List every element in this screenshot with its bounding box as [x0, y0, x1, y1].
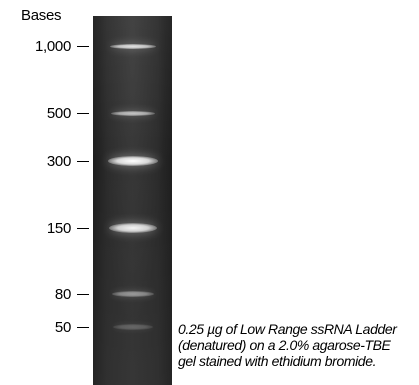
marker-label: 150: [46, 219, 71, 237]
caption-line: gel stained with ethidium bromide.: [178, 353, 377, 369]
marker-label: 500: [46, 104, 71, 122]
marker-tick: [77, 227, 89, 229]
marker-row: 150: [0, 219, 89, 237]
marker-label: 80: [54, 285, 71, 303]
marker-tick: [77, 326, 89, 328]
marker-tick: [77, 160, 89, 162]
caption-line: (denatured) on a 2.0% agarose-TBE: [178, 337, 391, 353]
marker-row: 300: [0, 152, 89, 170]
gel-band: [107, 156, 158, 166]
figure-caption: 0.25 µg of Low Range ssRNA Ladder (denat…: [178, 321, 418, 369]
gel-band: [111, 291, 154, 297]
marker-label: 300: [46, 152, 71, 170]
marker-label: 50: [54, 318, 71, 336]
gel-band: [110, 110, 155, 116]
gel-band: [109, 43, 156, 49]
gel-band: [108, 223, 157, 233]
marker-label: 1,000: [34, 37, 71, 55]
marker-row: 80: [0, 285, 89, 303]
marker-tick: [77, 45, 89, 47]
marker-row: 1,000: [0, 37, 89, 55]
gel-band: [112, 324, 153, 330]
marker-tick: [77, 112, 89, 114]
marker-tick: [77, 293, 89, 295]
caption-line: 0.25 µg of Low Range ssRNA Ladder: [178, 321, 397, 337]
gel-lane: [93, 16, 172, 385]
marker-row: 50: [0, 318, 89, 336]
marker-row: 500: [0, 104, 89, 122]
axis-title: Bases: [21, 7, 62, 24]
